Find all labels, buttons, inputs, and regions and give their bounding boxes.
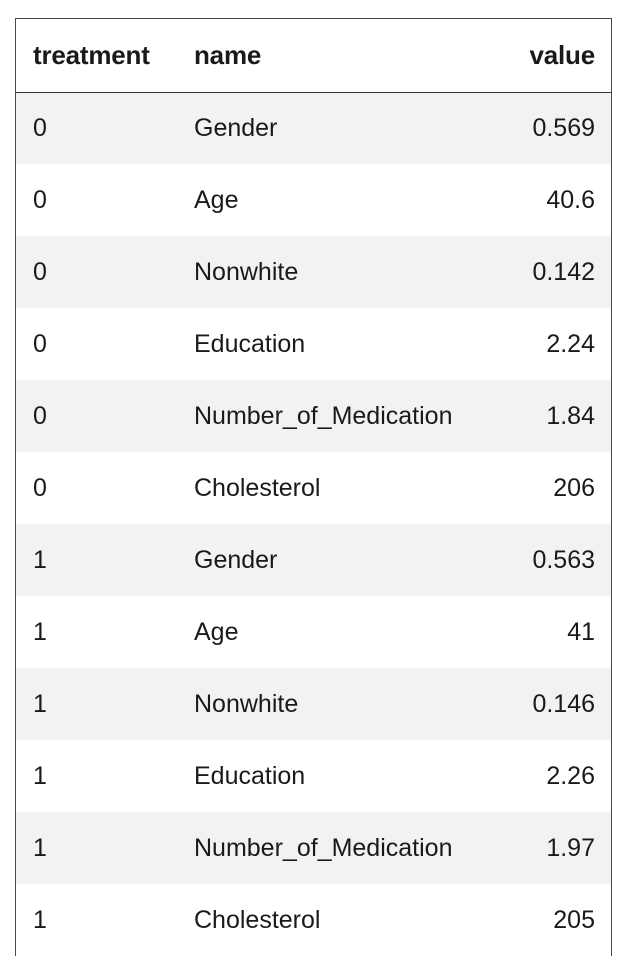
cell-treatment: 1 xyxy=(33,761,47,790)
table-row: 1 Nonwhite 0.146 xyxy=(16,668,611,740)
table-row: 0 Gender 0.569 xyxy=(16,92,611,164)
column-header-name: name xyxy=(194,19,499,93)
cell-value: 206 xyxy=(553,473,595,502)
cell-value: 2.24 xyxy=(546,329,595,358)
data-table-frame: treatment name value 0 Gender 0.569 0 Ag… xyxy=(15,18,612,956)
cell-treatment: 0 xyxy=(33,401,47,430)
cell-name: Age xyxy=(194,185,239,214)
cell-value: 205 xyxy=(553,905,595,934)
table-row: 0 Nonwhite 0.142 xyxy=(16,236,611,308)
cell-name: Gender xyxy=(194,113,278,142)
cell-value: 1.97 xyxy=(546,833,595,862)
cell-name: Cholesterol xyxy=(194,473,321,502)
header-row: treatment name value xyxy=(16,19,611,93)
table-row: 1 Gender 0.563 xyxy=(16,524,611,596)
cell-value: 2.26 xyxy=(546,761,595,790)
cell-treatment: 1 xyxy=(33,833,47,862)
cell-name: Gender xyxy=(194,545,278,574)
table-row: 1 Number_of_Medication 1.97 xyxy=(16,812,611,884)
table-body: 0 Gender 0.569 0 Age 40.6 0 Nonwhite 0.1… xyxy=(16,92,611,956)
table-row: 0 Education 2.24 xyxy=(16,308,611,380)
cell-treatment: 0 xyxy=(33,185,47,214)
cell-name: Cholesterol xyxy=(194,905,321,934)
table-row: 0 Age 40.6 xyxy=(16,164,611,236)
cell-name: Nonwhite xyxy=(194,257,299,286)
table-row: 1 Education 2.26 xyxy=(16,740,611,812)
cell-name: Age xyxy=(194,617,239,646)
cell-treatment: 0 xyxy=(33,113,47,142)
cell-treatment: 1 xyxy=(33,545,47,574)
table-row: 0 Cholesterol 206 xyxy=(16,452,611,524)
cell-value: 0.563 xyxy=(532,545,595,574)
cell-name: Nonwhite xyxy=(194,689,299,718)
cell-value: 40.6 xyxy=(546,185,595,214)
cell-treatment: 1 xyxy=(33,905,47,934)
cell-value: 0.569 xyxy=(532,113,595,142)
data-table: treatment name value 0 Gender 0.569 0 Ag… xyxy=(16,19,611,956)
cell-value: 0.146 xyxy=(532,689,595,718)
cell-name: Number_of_Medication xyxy=(194,833,453,862)
cell-value: 0.142 xyxy=(532,257,595,286)
cell-treatment: 1 xyxy=(33,617,47,646)
table-row: 1 Cholesterol 205 xyxy=(16,884,611,956)
table-row: 0 Number_of_Medication 1.84 xyxy=(16,380,611,452)
cell-name: Number_of_Medication xyxy=(194,401,453,430)
cell-value: 1.84 xyxy=(546,401,595,430)
cell-name: Education xyxy=(194,761,306,790)
cell-treatment: 1 xyxy=(33,689,47,718)
table-header: treatment name value xyxy=(16,19,611,93)
column-header-treatment: treatment xyxy=(16,19,194,93)
cell-treatment: 0 xyxy=(33,329,47,358)
cell-treatment: 0 xyxy=(33,473,47,502)
column-header-value: value xyxy=(499,19,611,93)
cell-treatment: 0 xyxy=(33,257,47,286)
table-row: 1 Age 41 xyxy=(16,596,611,668)
cell-value: 41 xyxy=(567,617,595,646)
cell-name: Education xyxy=(194,329,306,358)
